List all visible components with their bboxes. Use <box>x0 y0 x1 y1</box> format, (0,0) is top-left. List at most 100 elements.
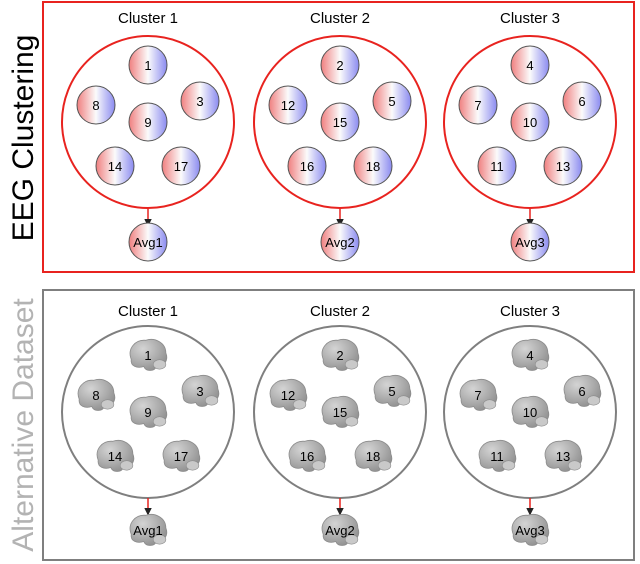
eeg-node-label-6: 6 <box>578 94 585 109</box>
alt-node-label-2: 2 <box>336 348 343 363</box>
alt-node-label-7: 7 <box>474 388 481 403</box>
eeg-node-label-15: 15 <box>333 115 347 130</box>
eeg-cluster-2-title: Cluster 2 <box>310 10 370 27</box>
eeg-node-5 <box>372 81 412 121</box>
alt-panel-frame <box>42 289 635 561</box>
brain-avg-icon-3 <box>511 514 550 546</box>
brain-icon-8 <box>77 379 116 411</box>
brain-icon-14 <box>96 440 135 472</box>
eeg-node-1 <box>128 45 168 85</box>
eeg-node-label-5: 5 <box>388 94 395 109</box>
brain-icon-1 <box>129 339 168 371</box>
eeg-node-9 <box>128 102 168 142</box>
eeg-node-16 <box>287 146 327 186</box>
eeg-node-4 <box>510 45 550 85</box>
eeg-node-3 <box>180 81 220 121</box>
eeg-node-label-8: 8 <box>92 98 99 113</box>
eeg-cluster-1-title: Cluster 1 <box>118 10 178 27</box>
eeg-node-12 <box>268 85 308 125</box>
eeg-node-8 <box>76 85 116 125</box>
alt-panel-title: Alternative Dataset <box>7 298 40 552</box>
alt-cluster-3: Cluster 3 4 7 6 10 11 13 Avg3 <box>443 303 617 546</box>
brain-icon-13 <box>544 440 583 472</box>
eeg-cluster-3: Cluster 3 4 7 6 10 11 13 Avg3 <box>443 10 617 262</box>
brain-icon-4 <box>511 339 550 371</box>
eeg-node-label-3: 3 <box>196 94 203 109</box>
eeg-cluster-3-title: Cluster 3 <box>500 10 560 27</box>
alt-node-label-10: 10 <box>523 405 537 420</box>
eeg-avg-label-3: Avg3 <box>515 235 544 250</box>
alt-node-label-8: 8 <box>92 388 99 403</box>
alt-node-label-1: 1 <box>144 348 151 363</box>
eeg-node-7 <box>458 85 498 125</box>
eeg-panel-title: EEG Clustering <box>7 35 40 242</box>
eeg-cluster-3-circle <box>443 35 617 209</box>
alt-node-label-18: 18 <box>366 449 380 464</box>
eeg-node-label-11: 11 <box>490 159 504 174</box>
eeg-node-label-2: 2 <box>336 58 343 73</box>
brain-icon-15 <box>321 396 360 428</box>
eeg-avg-node-1 <box>128 222 168 262</box>
brain-icon-18 <box>354 440 393 472</box>
alt-cluster-1: Cluster 1 1 8 3 9 14 17 Avg1 <box>61 303 235 546</box>
brain-icon-5 <box>373 375 412 407</box>
brain-icon-2 <box>321 339 360 371</box>
brain-icon-17 <box>162 440 201 472</box>
eeg-node-label-18: 18 <box>366 159 380 174</box>
alt-node-label-4: 4 <box>526 348 533 363</box>
alt-node-label-13: 13 <box>556 449 570 464</box>
eeg-panel-frame <box>42 1 635 273</box>
brain-icon-6 <box>563 375 602 407</box>
alt-cluster-2: Cluster 2 2 12 5 15 16 18 Avg2 <box>253 303 427 546</box>
eeg-node-label-10: 10 <box>523 115 537 130</box>
eeg-node-label-14: 14 <box>108 159 122 174</box>
alt-node-label-3: 3 <box>196 384 203 399</box>
alt-node-label-9: 9 <box>144 405 151 420</box>
eeg-node-label-1: 1 <box>144 58 151 73</box>
alt-cluster-2-title: Cluster 2 <box>310 303 370 320</box>
eeg-avg-label-1: Avg1 <box>133 235 162 250</box>
brain-icon-16 <box>288 440 327 472</box>
eeg-avg-node-2 <box>320 222 360 262</box>
brain-icon-7 <box>459 379 498 411</box>
brain-icon-9 <box>129 396 168 428</box>
eeg-node-2 <box>320 45 360 85</box>
eeg-node-label-12: 12 <box>281 98 295 113</box>
eeg-node-label-13: 13 <box>556 159 570 174</box>
alt-node-label-6: 6 <box>578 384 585 399</box>
eeg-cluster-1: Cluster 1 1 8 3 9 14 17 Avg1 <box>61 10 235 262</box>
eeg-node-18 <box>353 146 393 186</box>
eeg-avg-label-2: Avg2 <box>325 235 354 250</box>
eeg-node-11 <box>477 146 517 186</box>
alt-node-label-12: 12 <box>281 388 295 403</box>
eeg-node-label-4: 4 <box>526 58 533 73</box>
eeg-cluster-2: Cluster 2 2 12 5 15 16 18 Avg2 <box>253 10 427 262</box>
brain-icon-3 <box>181 375 220 407</box>
eeg-node-17 <box>161 146 201 186</box>
eeg-node-label-16: 16 <box>300 159 314 174</box>
eeg-cluster-2-circle <box>253 35 427 209</box>
brain-icon-11 <box>478 440 517 472</box>
brain-icon-10 <box>511 396 550 428</box>
brain-avg-icon-2 <box>321 514 360 546</box>
eeg-node-10 <box>510 102 550 142</box>
brain-icon-12 <box>269 379 308 411</box>
alt-node-label-5: 5 <box>388 384 395 399</box>
eeg-node-14 <box>95 146 135 186</box>
eeg-node-15 <box>320 102 360 142</box>
eeg-node-13 <box>543 146 583 186</box>
alt-cluster-1-title: Cluster 1 <box>118 303 178 320</box>
brain-avg-icon-1 <box>129 514 168 546</box>
eeg-node-6 <box>562 81 602 121</box>
eeg-cluster-1-circle <box>61 35 235 209</box>
alt-cluster-3-title: Cluster 3 <box>500 303 560 320</box>
alt-node-label-14: 14 <box>108 449 122 464</box>
alt-avg-label-2: Avg2 <box>325 523 354 538</box>
alt-node-label-11: 11 <box>490 449 504 464</box>
alt-avg-label-1: Avg1 <box>133 523 162 538</box>
eeg-avg-node-3 <box>510 222 550 262</box>
alt-node-label-16: 16 <box>300 449 314 464</box>
eeg-node-label-17: 17 <box>174 159 188 174</box>
eeg-node-label-9: 9 <box>144 115 151 130</box>
